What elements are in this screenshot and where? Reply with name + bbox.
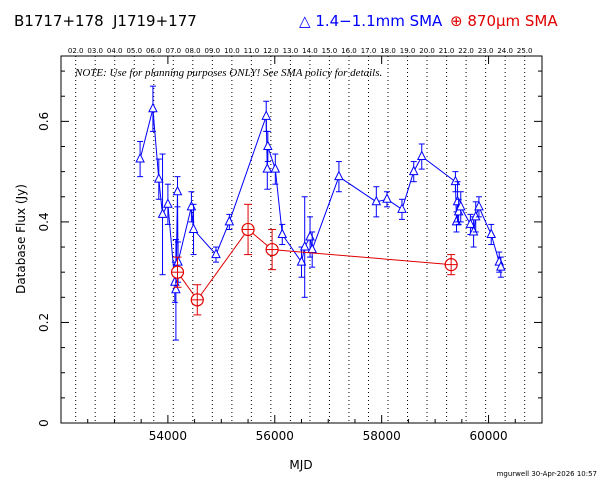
- data-point-triangle: [296, 256, 307, 266]
- data-point-triangle: [153, 173, 164, 183]
- data-point-triangle: [188, 223, 199, 233]
- y-tick-label: 0: [37, 419, 51, 427]
- alternate-source-name: J1719+177: [113, 12, 197, 30]
- x-axis-label: MJD: [289, 458, 312, 472]
- data-point-triangle: [186, 200, 197, 211]
- data-point-triangle: [465, 218, 476, 228]
- top-axis-label: 14.0: [302, 47, 318, 55]
- series-line: [139, 108, 502, 290]
- data-series: [135, 85, 506, 341]
- data-point-triangle: [496, 261, 506, 271]
- data-point-triangle: [148, 102, 158, 113]
- top-axis-label: 19.0: [400, 47, 416, 55]
- top-axis-label: 06.0: [146, 47, 162, 55]
- note-annotation: NOTE: Use for planning purposes ONLY! Se…: [74, 67, 382, 79]
- top-axis-label: 17.0: [361, 47, 377, 55]
- series-1: [135, 85, 506, 341]
- top-axis-label: 18.0: [380, 47, 396, 55]
- data-point-triangle: [173, 256, 183, 266]
- circle-plus-icon: ⊕: [450, 12, 463, 30]
- data-point-triangle: [270, 162, 281, 173]
- year-gridlines: [75, 56, 526, 423]
- top-axis-label: 22.0: [458, 47, 474, 55]
- top-axis-label: 24.0: [497, 47, 513, 55]
- triangle-icon: △: [299, 12, 311, 30]
- y-tick-label: 0.2: [37, 313, 51, 332]
- top-axis-label: 04.0: [107, 47, 123, 55]
- data-point-triangle: [451, 215, 462, 226]
- data-point-triangle: [455, 200, 466, 211]
- top-axis-label: 10.0: [224, 47, 240, 55]
- top-axis-label: 25.0: [517, 47, 533, 55]
- plot-frame: [60, 55, 543, 424]
- data-point-triangle: [470, 210, 481, 221]
- data-point-triangle: [450, 175, 461, 186]
- top-axis-label: 03.0: [87, 47, 103, 55]
- top-axis-label: 02.0: [68, 47, 84, 55]
- x-tick-label: 56000: [256, 429, 294, 443]
- legend-series2: ⊕ 870μm SMA: [450, 12, 558, 30]
- top-axis-label: 07.0: [165, 47, 181, 55]
- top-axis-label: 11.0: [244, 47, 260, 55]
- top-axis-label: 16.0: [341, 47, 357, 55]
- data-point-triangle: [211, 248, 221, 259]
- data-point-triangle: [486, 228, 497, 238]
- y-tick-label: 0.6: [37, 112, 51, 131]
- top-axis-label: 13.0: [283, 47, 299, 55]
- top-axis-label: 05.0: [126, 47, 142, 55]
- data-point-triangle: [307, 243, 317, 254]
- legend-series1-label: 1.4−1.1mm SMA: [315, 12, 443, 30]
- top-axis-label: 15.0: [322, 47, 338, 55]
- series-2: [170, 203, 458, 316]
- data-point-triangle: [170, 276, 180, 286]
- top-axis-label: 08.0: [185, 47, 201, 55]
- top-axis-label: 23.0: [478, 47, 494, 55]
- data-point-triangle: [163, 198, 173, 208]
- top-axis-label: 09.0: [205, 47, 221, 55]
- data-point-triangle: [262, 162, 273, 173]
- data-point-triangle: [263, 140, 273, 150]
- x-tick-label: 60000: [469, 429, 507, 443]
- data-point-triangle: [305, 230, 315, 241]
- source-name: B1717+178: [14, 12, 104, 30]
- data-point-triangle: [371, 195, 382, 206]
- legend-series1: △ 1.4−1.1mm SMA: [299, 12, 442, 30]
- axis-ticks: 02.0 03.0 04.0 05.0 06.0 07.0 08.0 09.0 10.0 11.0…: [37, 47, 543, 443]
- x-tick-label: 54000: [149, 429, 187, 443]
- data-point-triangle: [299, 240, 310, 251]
- data-point-triangle: [172, 185, 183, 196]
- x-tick-label: 58000: [363, 429, 401, 443]
- data-point-triangle: [416, 150, 427, 161]
- top-axis-label: 21.0: [439, 47, 455, 55]
- top-axis-label: 20.0: [419, 47, 435, 55]
- data-point-triangle: [452, 195, 463, 206]
- data-point-triangle: [224, 215, 235, 226]
- y-tick-label: 0.4: [37, 212, 51, 231]
- data-point-triangle: [474, 200, 484, 211]
- data-point-triangle: [171, 283, 181, 294]
- data-point-triangle: [135, 152, 145, 163]
- data-point-triangle: [261, 110, 272, 120]
- data-point-triangle: [157, 208, 168, 218]
- footer-credit: mgurwell 30-Apr-2026 10:57: [496, 470, 597, 478]
- top-axis-label: 12.0: [263, 47, 279, 55]
- data-point-triangle: [382, 193, 392, 203]
- data-point-triangle: [334, 170, 344, 181]
- data-point-triangle: [277, 228, 288, 238]
- data-point-triangle: [397, 203, 407, 213]
- legend-series2-label: 870μm SMA: [467, 12, 558, 30]
- y-axis-label: Database Flux (Jy): [14, 184, 28, 294]
- data-point-triangle: [408, 165, 419, 176]
